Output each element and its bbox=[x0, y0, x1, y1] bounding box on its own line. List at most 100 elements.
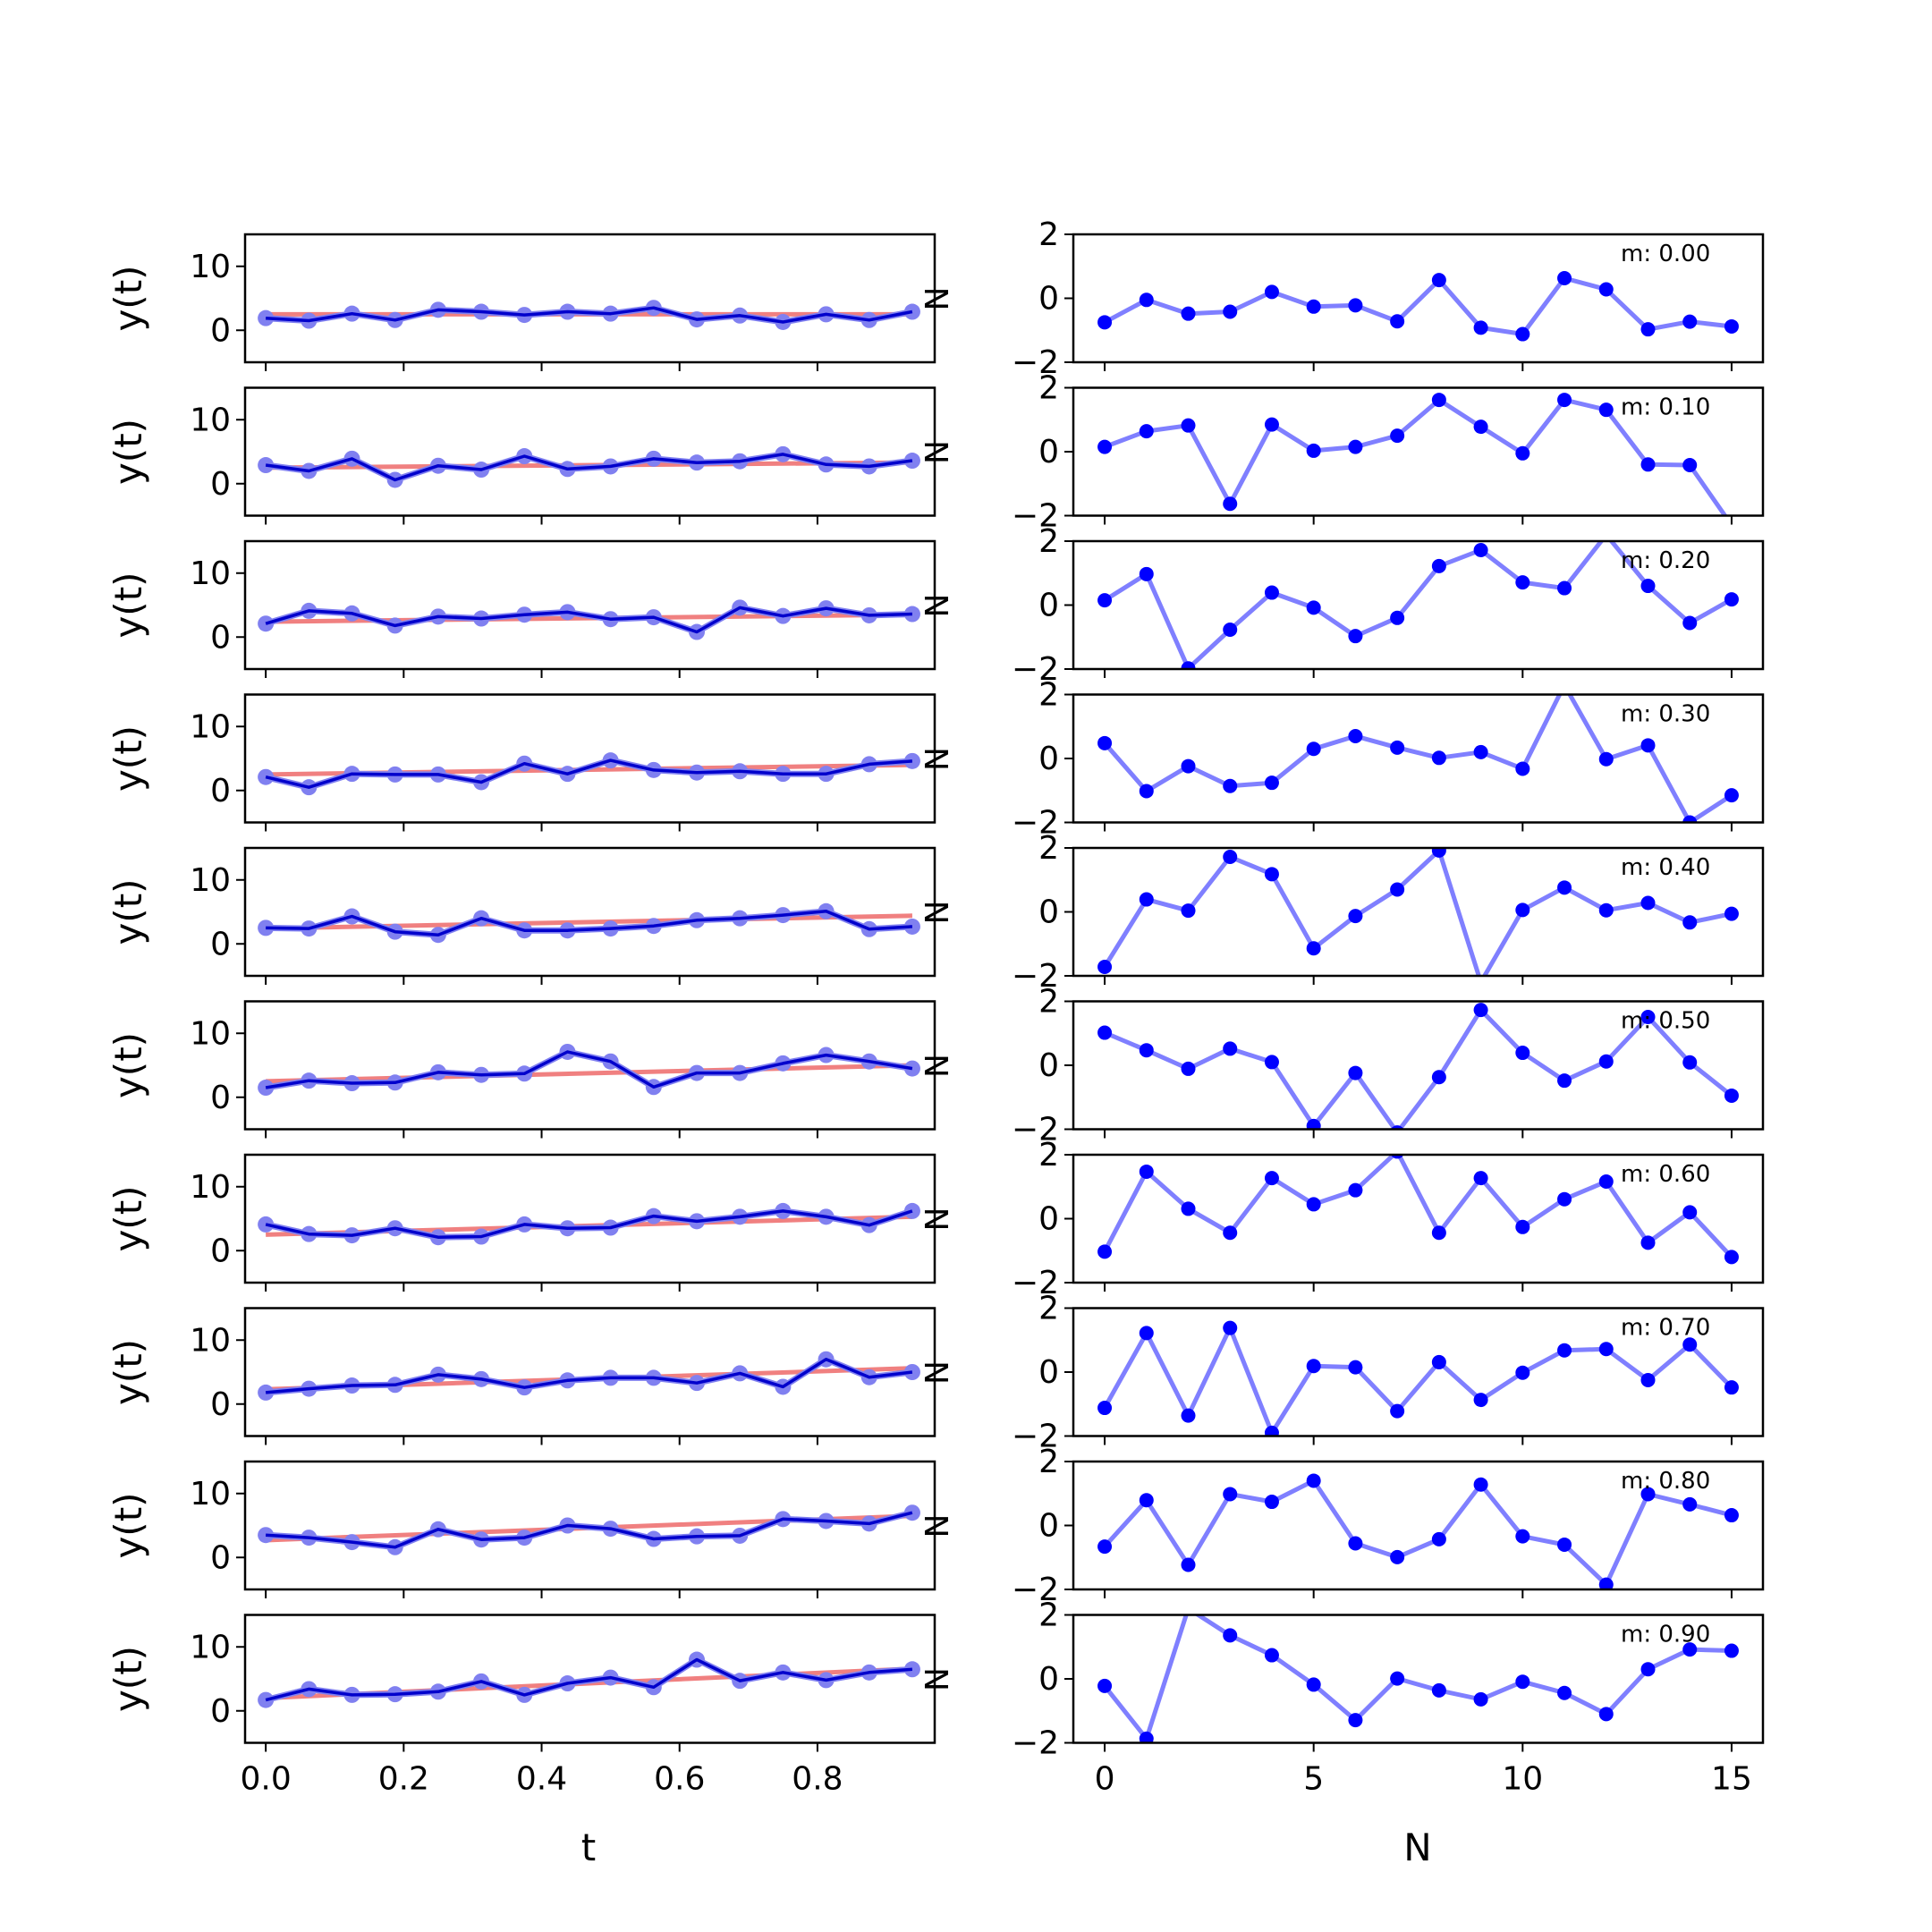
series-point bbox=[1682, 458, 1698, 473]
series-line bbox=[1103, 1614, 1733, 1741]
y-tick-label: −2 bbox=[1012, 498, 1059, 535]
series-point bbox=[1682, 1055, 1698, 1070]
observed-line bbox=[265, 1511, 913, 1549]
panel-annotation: m: 0.10 bbox=[1621, 394, 1710, 421]
series-point bbox=[1306, 1677, 1321, 1692]
left-ylabel: y(t) bbox=[106, 1185, 150, 1251]
y-tick-label: 10 bbox=[190, 1629, 231, 1665]
series-point bbox=[1223, 778, 1238, 793]
right-plot-area bbox=[1097, 1003, 1739, 1130]
series-point bbox=[1306, 600, 1321, 615]
panel-annotation: m: 0.20 bbox=[1621, 547, 1710, 574]
clipped-right-label: N bbox=[919, 594, 956, 618]
series-point bbox=[1223, 1225, 1238, 1241]
y-tick-label: 10 bbox=[190, 402, 231, 438]
series-point bbox=[1431, 848, 1446, 858]
series-point bbox=[1306, 299, 1321, 314]
y-tick-label: 2 bbox=[1038, 370, 1059, 407]
y-tick-label: 2 bbox=[1038, 523, 1059, 560]
series-point bbox=[1640, 895, 1656, 911]
observed-point bbox=[903, 453, 920, 470]
series-point bbox=[1431, 1682, 1446, 1698]
series-point bbox=[1348, 629, 1363, 644]
left-plot-area bbox=[258, 599, 920, 640]
y-tick-label: 10 bbox=[190, 1015, 231, 1052]
y-tick-label: 0 bbox=[1038, 1508, 1059, 1545]
y-tick-label: 2 bbox=[1038, 830, 1059, 867]
panels: 0 10 y(t) N −2 0 2 m: 0.00 0 10 y(t) N −2 0 2 m: 0.10 0 1… bbox=[106, 216, 1765, 1798]
clipped-right-label: N bbox=[919, 747, 956, 771]
y-tick-label: −2 bbox=[1012, 651, 1059, 688]
y-tick-label: 0 bbox=[1038, 281, 1059, 318]
left-panel-9: 0 10 0.0 0.2 0.4 0.6 0.8 y(t) N bbox=[106, 1614, 956, 1798]
y-tick-label: −2 bbox=[1012, 1112, 1059, 1148]
series-point bbox=[1431, 750, 1446, 766]
observed-line bbox=[265, 306, 913, 324]
series-point bbox=[1515, 1219, 1530, 1234]
series-point bbox=[1348, 439, 1363, 454]
clipped-right-label: N bbox=[919, 287, 956, 311]
left-ylabel: y(t) bbox=[106, 725, 150, 792]
series-point bbox=[1390, 1549, 1405, 1564]
y-tick-label: 10 bbox=[190, 249, 231, 285]
clipped-right-label: N bbox=[919, 1208, 956, 1232]
y-tick-label: 0 bbox=[210, 1539, 231, 1576]
series-point bbox=[1139, 424, 1154, 439]
y-tick-label: 10 bbox=[190, 1322, 231, 1359]
y-tick-label: 0 bbox=[210, 312, 231, 349]
left-ylabel: y(t) bbox=[106, 878, 150, 945]
y-tick-label: 2 bbox=[1038, 984, 1059, 1021]
series-point bbox=[1264, 417, 1279, 432]
series-point bbox=[1557, 880, 1572, 895]
series-point bbox=[1348, 298, 1363, 313]
left-ylabel: y(t) bbox=[106, 1339, 150, 1405]
series-point bbox=[1181, 661, 1196, 669]
x-tick-label: 0.2 bbox=[378, 1761, 429, 1798]
y-tick-label: 0 bbox=[210, 619, 231, 656]
right-plot-area bbox=[1097, 393, 1728, 516]
clipped-right-label: N bbox=[919, 1667, 956, 1691]
series-point bbox=[1515, 902, 1530, 918]
y-tick-label: 0 bbox=[210, 926, 231, 962]
left-ylabel: y(t) bbox=[106, 1646, 150, 1712]
right-plot-area bbox=[1097, 1320, 1739, 1436]
panel-annotation: m: 0.00 bbox=[1621, 241, 1710, 267]
left-axes-frame bbox=[243, 1614, 936, 1744]
left-axes-frame bbox=[243, 1460, 936, 1591]
series-point bbox=[1306, 1473, 1321, 1488]
series-point bbox=[1724, 1088, 1739, 1103]
series-point bbox=[1264, 1425, 1279, 1436]
series-point bbox=[1348, 1182, 1363, 1198]
series-point bbox=[1724, 1643, 1739, 1658]
observed-line bbox=[266, 910, 913, 936]
left-axes-frame bbox=[243, 539, 936, 671]
left-axes-frame bbox=[243, 846, 936, 978]
left-plot-area bbox=[258, 1504, 920, 1555]
y-tick-label: 10 bbox=[190, 708, 231, 745]
series-point bbox=[1181, 1061, 1196, 1076]
x-tick-label: 0 bbox=[1095, 1761, 1115, 1798]
left-panel-4: 0 10 y(t) N bbox=[106, 846, 956, 985]
series-point bbox=[1097, 1244, 1113, 1259]
left-panel-3: 0 10 y(t) N bbox=[106, 693, 956, 832]
left-panel-2: 0 10 y(t) N bbox=[106, 539, 956, 678]
series-point bbox=[1139, 1326, 1154, 1341]
series-point bbox=[1724, 318, 1739, 334]
series-point bbox=[1598, 1577, 1614, 1589]
y-tick-label: 10 bbox=[190, 862, 231, 899]
series-point bbox=[1473, 1393, 1488, 1408]
series-point bbox=[1473, 419, 1488, 435]
left-axes-frame bbox=[243, 693, 936, 824]
y-tick-label: 0 bbox=[210, 773, 231, 809]
y-tick-label: 0 bbox=[1038, 588, 1059, 624]
series-point bbox=[1223, 850, 1238, 865]
clipped-right-label: N bbox=[919, 440, 956, 464]
series-point bbox=[1223, 623, 1238, 638]
panel-annotation: m: 0.80 bbox=[1621, 1468, 1710, 1495]
observed-point bbox=[903, 606, 920, 623]
right-panel-9: −2 0 2 0 5 10 15 m: 0.90 bbox=[1012, 1597, 1765, 1798]
clipped-right-label: N bbox=[919, 901, 956, 925]
clipped-right-label: N bbox=[919, 1360, 956, 1385]
right-plot-area bbox=[1097, 694, 1739, 823]
series-point bbox=[1682, 1205, 1698, 1220]
